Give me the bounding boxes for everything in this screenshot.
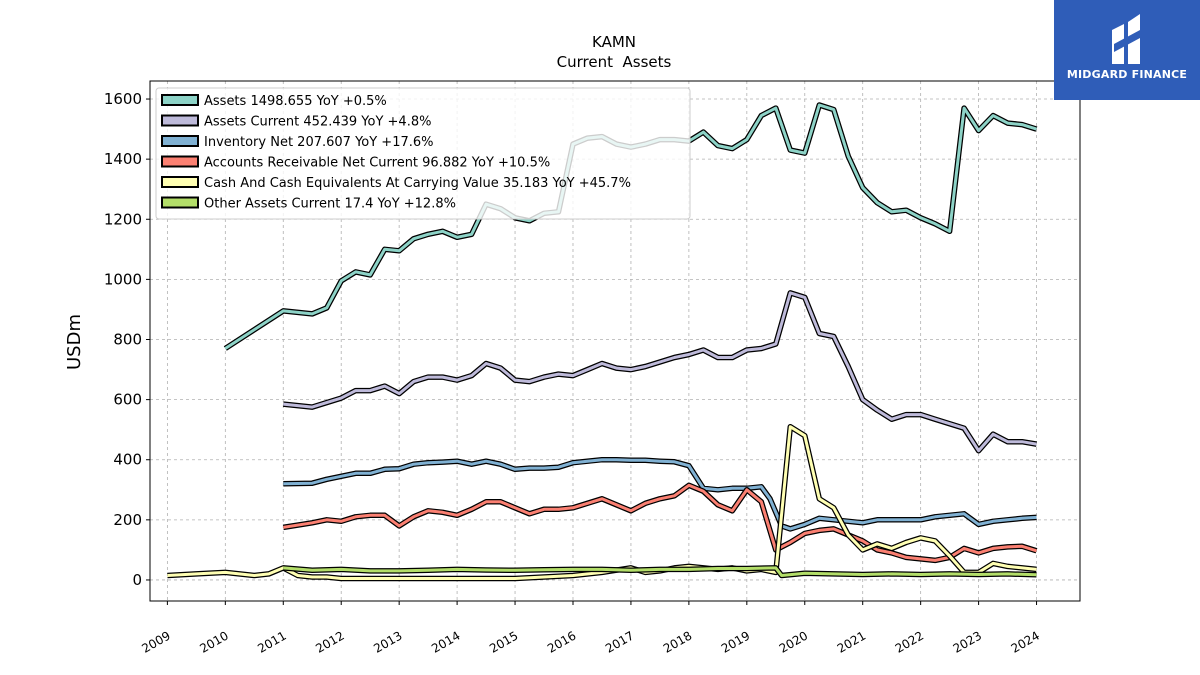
x-tick-label: 2010 (197, 628, 230, 655)
y-tick-label: 1400 (104, 150, 142, 168)
chart-lines (167, 102, 1038, 582)
x-tick-label: 2009 (139, 628, 172, 655)
series-3-line (283, 456, 1037, 532)
logo-mark-icon (1112, 14, 1140, 64)
legend-swatch (161, 94, 199, 106)
x-tick-label: 2011 (255, 628, 288, 655)
y-tick-label: 600 (113, 391, 142, 409)
series-outline (283, 290, 1037, 454)
series-2-line (283, 290, 1037, 454)
x-tick-label: 2020 (777, 628, 810, 655)
x-tick-label: 2024 (1009, 628, 1042, 655)
y-tick-label: 200 (113, 511, 142, 529)
legend-label: Accounts Receivable Net Current 96.882 Y… (204, 156, 550, 171)
legend-swatch (161, 176, 199, 188)
legend-box (155, 87, 691, 220)
x-tick-label: 2012 (313, 628, 346, 655)
y-tick-label: 800 (113, 330, 142, 348)
y-tick-label: 1000 (104, 270, 142, 288)
x-tick-label: 2018 (661, 628, 694, 655)
legend-label: Inventory Net 207.607 YoY +17.6% (204, 135, 434, 150)
legend-label: Cash And Cash Equivalents At Carrying Va… (204, 176, 631, 191)
series-stroke (283, 483, 1037, 562)
legend-label: Assets Current 452.439 YoY +4.8% (204, 115, 431, 130)
plot-frame (149, 80, 1081, 602)
x-axis-ticks: 2009 2010 2011 2012 2013 2014 2015 2016 2017 2018… (139, 601, 1042, 656)
y-axis-ticks: 0 200 400 600 800 1000 1200 1400 1600 (104, 90, 150, 589)
series-stroke (283, 291, 1037, 453)
legend-swatch (161, 196, 199, 209)
series-stroke (283, 458, 1037, 531)
x-tick-label: 2023 (951, 628, 984, 655)
x-tick-label: 2015 (487, 628, 520, 655)
brand-name: MIDGARD FINANCE (1066, 68, 1188, 81)
x-tick-label: 2022 (893, 628, 926, 655)
x-tick-label: 2013 (371, 628, 404, 655)
y-tick-label: 400 (113, 451, 142, 469)
series-5-line (167, 423, 1037, 582)
legend-swatch (161, 155, 199, 168)
legend-swatch (161, 135, 199, 147)
chart-title: KAMN (592, 33, 636, 51)
legend: Assets 1498.655 YoY +0.5% Assets Current … (155, 87, 691, 220)
chart-subtitle: Current Assets (557, 53, 672, 71)
series-6-line (283, 565, 1037, 579)
legend-label: Other Assets Current 17.4 YoY +12.8% (204, 197, 456, 212)
y-axis-label: USDm (64, 314, 85, 370)
y-tick-label: 1600 (104, 90, 142, 108)
x-tick-label: 2019 (719, 628, 752, 655)
x-tick-label: 2016 (545, 628, 578, 655)
x-tick-label: 2014 (429, 628, 462, 655)
x-tick-label: 2021 (835, 628, 868, 655)
brand-logo: MIDGARD FINANCE (1054, 0, 1200, 100)
series-4-line (282, 482, 1038, 564)
y-tick-label: 0 (132, 571, 142, 589)
series-stroke (283, 566, 1037, 577)
legend-swatch (161, 114, 199, 127)
series-stroke (167, 425, 1037, 580)
y-tick-label: 1200 (104, 210, 142, 228)
legend-label: Assets 1498.655 YoY +0.5% (204, 94, 387, 109)
x-tick-label: 2017 (603, 628, 636, 655)
